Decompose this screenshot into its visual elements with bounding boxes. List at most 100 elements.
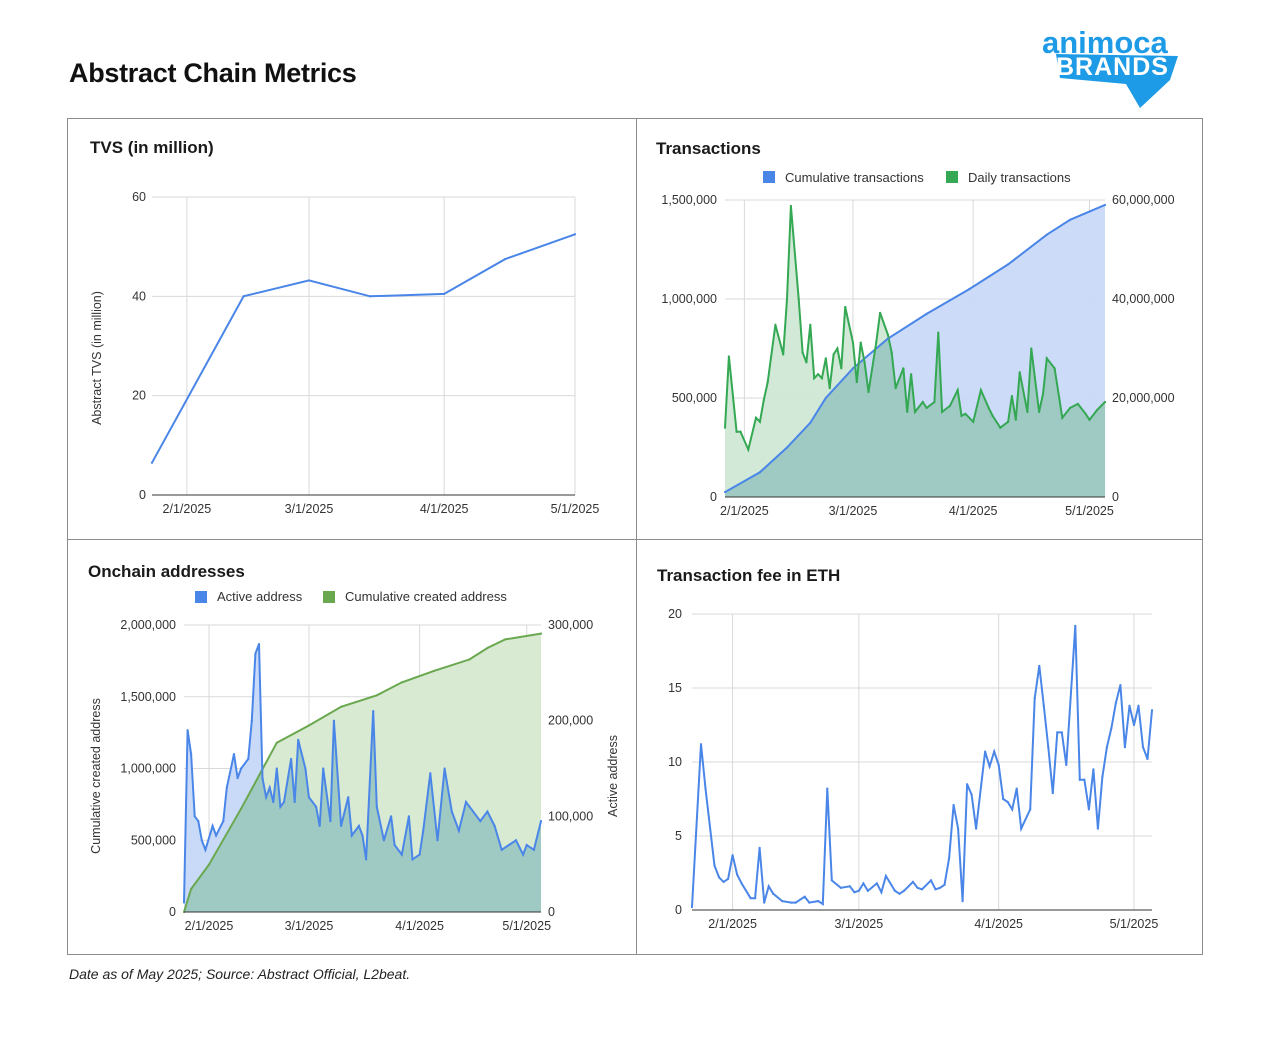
- daily-transactions-point: [828, 387, 831, 390]
- fee-point: [929, 879, 933, 882]
- active-address-point: [443, 767, 446, 770]
- daily-transactions-point: [723, 426, 727, 429]
- fee-point: [880, 891, 883, 894]
- transactions-y-right-tick-label: 60,000,000: [1112, 193, 1175, 207]
- daily-transactions-point: [855, 381, 858, 384]
- fee-point: [862, 882, 865, 885]
- active-address-point: [265, 796, 268, 799]
- fee-point: [713, 864, 716, 867]
- active-address-point: [250, 719, 253, 722]
- fee-point: [911, 880, 915, 883]
- active-address-point: [457, 829, 460, 832]
- daily-transactions-point: [1041, 392, 1045, 396]
- fee-point: [934, 888, 937, 891]
- daily-transactions-point: [1053, 367, 1056, 370]
- daily-transactions-point: [1010, 394, 1014, 398]
- fee-point: [984, 750, 987, 753]
- fee-y-tick-label: 0: [675, 903, 682, 917]
- addresses-y-right-tick-label: 0: [548, 905, 555, 919]
- daily-transactions-point: [1103, 400, 1107, 404]
- active-address-point: [464, 800, 468, 804]
- cumulative-created-address-point: [375, 694, 378, 697]
- active-address-point: [257, 643, 261, 646]
- cumulative-created-address-point: [275, 741, 278, 744]
- fee-point: [1132, 723, 1136, 727]
- page-title: Abstract Chain Metrics: [69, 58, 357, 88]
- fee-point: [916, 886, 919, 889]
- daily-transactions-point: [979, 388, 983, 392]
- daily-transactions-point: [758, 420, 761, 423]
- cumulative-transactions-point: [925, 312, 928, 315]
- cumulative-transactions-point: [785, 446, 789, 449]
- tvs-point: [368, 295, 372, 298]
- transactions-chart-title: Transactions: [656, 139, 761, 158]
- fee-point: [740, 882, 743, 885]
- chart-grid-frame: [67, 118, 1203, 955]
- fee-point: [1038, 664, 1041, 667]
- daily-transactions-point: [1084, 412, 1087, 415]
- legend-swatch-cumulative-transactions: [763, 171, 775, 183]
- active-address-point: [190, 753, 193, 756]
- tvs-point: [242, 295, 245, 298]
- cumulative-created-address-point: [468, 658, 471, 661]
- tvs-y-tick-label: 40: [132, 289, 146, 303]
- active-address-point: [332, 719, 336, 722]
- fee-point: [893, 889, 897, 892]
- daily-transactions-point: [844, 305, 847, 309]
- logo-line2: BRANDS: [1056, 53, 1169, 81]
- cumulative-transactions-point: [1045, 233, 1048, 236]
- addresses-y-tick-label: 0: [169, 905, 176, 919]
- fee-point: [763, 901, 766, 904]
- addresses-y-right-tick-label: 300,000: [548, 618, 593, 632]
- fee-point: [1150, 709, 1154, 712]
- fee-point: [1015, 787, 1018, 790]
- cumulative-transactions-point: [824, 396, 827, 400]
- daily-transactions-point: [960, 414, 963, 417]
- fee-point: [1047, 746, 1050, 749]
- fee-point: [1092, 768, 1095, 771]
- fee-point: [808, 901, 811, 904]
- cumulative-created-address-point: [190, 887, 193, 891]
- active-address-point: [389, 815, 393, 818]
- daily-transactions-point: [937, 331, 940, 334]
- active-address-point: [236, 776, 239, 780]
- active-address-point: [225, 786, 228, 789]
- fee-point: [943, 883, 946, 886]
- addresses-chart-title: Onchain addresses: [88, 562, 245, 581]
- daily-transactions-point: [913, 410, 917, 413]
- legend-swatch-daily-transactions: [946, 171, 958, 183]
- transactions-x-tick-label: 5/1/2025: [1065, 504, 1114, 518]
- fee-point: [965, 783, 969, 786]
- active-address-point: [200, 839, 203, 842]
- daily-transactions-point: [735, 430, 738, 433]
- fee-y-tick-label: 10: [668, 755, 682, 769]
- cumulative-transactions-point: [968, 288, 971, 291]
- transactions-y-tick-label: 1,000,000: [661, 292, 717, 306]
- daily-transactions-point: [875, 341, 878, 344]
- active-address-point: [393, 843, 396, 847]
- addresses-y-right-tick-label: 100,000: [548, 809, 593, 823]
- daily-transactions-point: [851, 341, 855, 344]
- daily-transactions-point: [801, 351, 804, 354]
- active-address-point: [539, 820, 543, 823]
- daily-transactions-point: [910, 373, 913, 376]
- active-address-point: [275, 767, 278, 770]
- active-address-point: [436, 839, 439, 842]
- active-address-point: [329, 820, 332, 823]
- fee-point: [902, 889, 906, 892]
- fee-point: [857, 889, 860, 892]
- daily-transactions-point: [925, 406, 928, 409]
- active-address-point: [364, 858, 368, 861]
- fee-point: [1123, 746, 1127, 749]
- tvs-y-tick-label: 60: [132, 190, 146, 204]
- daily-transactions-point: [824, 357, 827, 360]
- fee-point: [961, 900, 964, 903]
- tvs-y-tick-label: 0: [139, 488, 146, 502]
- fee-point: [866, 889, 869, 892]
- legend-swatch-active-address: [195, 591, 207, 603]
- fee-point: [947, 857, 951, 860]
- active-address-point: [361, 834, 364, 837]
- daily-transactions-point: [836, 347, 839, 350]
- active-address-point: [293, 800, 296, 804]
- active-address-point: [307, 796, 311, 799]
